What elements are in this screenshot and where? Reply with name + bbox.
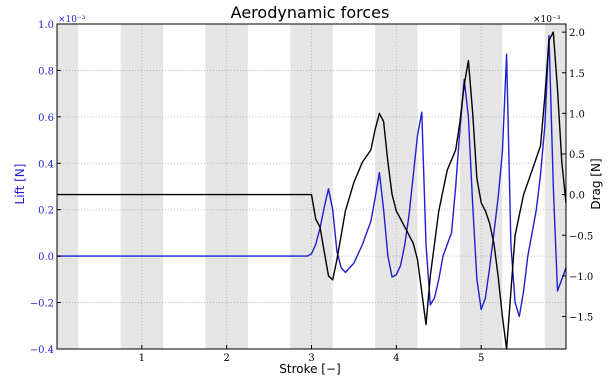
left-tick-label: −0.2 [30,299,54,310]
right-tick-label: 2.0 [569,28,585,39]
left-axis-label: Lift [N] [13,164,27,205]
shaded-band [57,24,79,349]
left-tick-label: 0.0 [38,252,54,263]
left-tick-label: 0.6 [38,113,54,124]
x-tick-label: 2 [223,353,229,364]
left-axis-multiplier: ×10⁻³ [58,15,86,25]
tick-labels: 1 2 3 4 5 1.0 0.8 0.6 0.4 0.2 0.0 −0.2 −0.4 2.0 1.5 1.0… [30,20,594,364]
x-tick-label: 3 [308,353,314,364]
right-axis-label: Drag [N] [589,158,603,209]
left-tick-label: 0.8 [38,66,54,77]
right-tick-label: 0.5 [569,150,585,161]
right-tick-label: −1.0 [569,272,593,283]
x-tick-label: 4 [393,353,399,364]
left-tick-label: −0.4 [30,345,54,356]
right-tick-label: −1.5 [569,313,593,324]
series-lines [57,31,567,350]
x-axis-label: Stroke [−] [279,362,340,376]
x-tick-label: 5 [478,353,484,364]
right-tick-label: 1.0 [569,109,585,120]
right-axis-multiplier: ×10⁻³ [533,15,561,25]
right-tick-label: 0.0 [569,191,585,202]
right-tick-label: −0.5 [569,231,593,242]
left-tick-label: 0.2 [38,206,54,217]
drag-series-line [57,31,567,350]
right-tick-label: 1.5 [569,69,585,80]
shaded-band [544,24,566,349]
tick-marks [57,23,566,350]
x-tick-label: 1 [139,353,145,364]
left-tick-label: 1.0 [38,20,54,31]
left-tick-label: 0.4 [38,159,54,170]
chart-title: Aerodynamic forces [231,3,390,22]
lift-series-line [57,34,567,318]
